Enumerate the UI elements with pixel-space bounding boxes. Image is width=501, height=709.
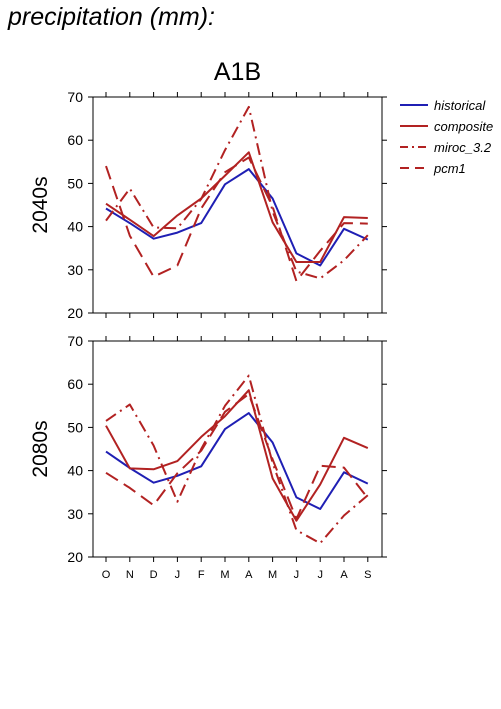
panel-label-2080s: 2080s (29, 420, 52, 477)
y-tick-label: 20 (67, 305, 83, 321)
x-tick-label: D (150, 569, 158, 581)
x-tick-label: J (317, 569, 323, 581)
y-tick-label: 30 (67, 506, 83, 522)
series-line-historical-2040s (105, 168, 369, 267)
legend-label-pcm1: pcm1 (433, 161, 466, 176)
x-tick-label: S (364, 569, 371, 581)
x-tick-label: J (175, 569, 181, 581)
y-tick-label: 60 (67, 132, 83, 148)
x-tick-label: M (220, 569, 229, 581)
series-line-miroc_3.2-2080s (105, 374, 369, 545)
y-tick-label: 40 (67, 219, 83, 235)
series-line-composite-2080s (105, 389, 369, 522)
panel-frame-2040s (92, 96, 383, 314)
y-tick-label: 60 (67, 376, 83, 392)
legend-label-composite: composite (434, 119, 493, 134)
series-line-miroc_3.2-2040s (105, 105, 369, 280)
series-line-pcm1-2080s (105, 393, 369, 520)
y-tick-label: 40 (67, 463, 83, 479)
x-tick-label: O (102, 569, 111, 581)
panel-label-2040s: 2040s (29, 176, 52, 233)
x-tick-label: A (245, 569, 253, 581)
legend-label-historical: historical (434, 98, 486, 113)
series-line-composite-2040s (105, 151, 368, 263)
series-line-pcm1-2040s (105, 156, 368, 282)
chart-title: A1B (214, 58, 261, 86)
x-tick-label: F (198, 569, 205, 581)
x-tick-label: A (340, 569, 348, 581)
y-tick-label: 30 (67, 262, 83, 278)
legend-label-miroc_3.2: miroc_3.2 (434, 140, 492, 155)
page-heading: precipitation (mm): (8, 3, 215, 31)
y-tick-label: 70 (67, 333, 83, 349)
y-tick-label: 50 (67, 175, 83, 191)
series-line-historical-2080s (105, 412, 369, 510)
x-tick-label: J (294, 569, 300, 581)
panel-frame-2080s (92, 340, 383, 558)
y-tick-label: 20 (67, 549, 83, 565)
x-tick-label: M (268, 569, 277, 581)
x-tick-label: N (126, 569, 134, 581)
y-tick-label: 50 (67, 419, 83, 435)
y-tick-label: 70 (67, 89, 83, 105)
